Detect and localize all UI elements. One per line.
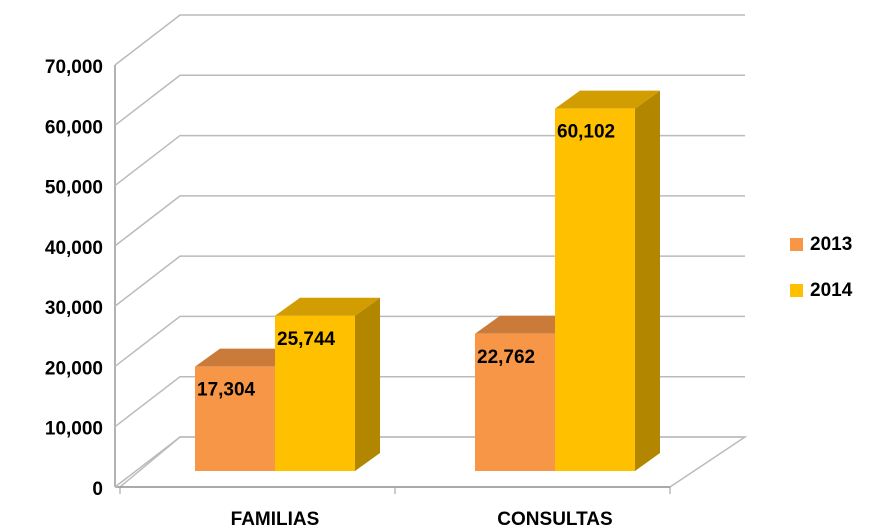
legend-label: 2014 bbox=[810, 280, 853, 301]
legend-swatch bbox=[790, 284, 803, 297]
grid-line bbox=[114, 74, 745, 126]
y-tick-label: 0 bbox=[92, 479, 103, 500]
bar-top bbox=[475, 315, 580, 334]
y-tick-label: 60,000 bbox=[45, 117, 103, 138]
y-tick-label: 30,000 bbox=[45, 298, 103, 319]
bar-top bbox=[275, 297, 380, 316]
y-tick-label: 50,000 bbox=[45, 178, 103, 199]
bar bbox=[555, 108, 635, 471]
legend-swatch bbox=[790, 238, 803, 251]
bar bbox=[475, 333, 555, 471]
bar-top bbox=[555, 90, 660, 109]
x-tick-label: FAMILIAS bbox=[231, 509, 320, 530]
y-tick-label: 40,000 bbox=[45, 238, 103, 259]
y-tick-label: 20,000 bbox=[45, 358, 103, 379]
bar-top bbox=[195, 348, 300, 367]
y-tick-label: 10,000 bbox=[45, 419, 103, 440]
bar bbox=[275, 315, 355, 471]
data-label: 25,744 bbox=[277, 329, 336, 350]
data-label: 60,102 bbox=[557, 122, 615, 143]
y-tick-label: 70,000 bbox=[45, 57, 103, 78]
grid-line bbox=[114, 14, 745, 66]
bar-side bbox=[635, 90, 660, 471]
legend-label: 2013 bbox=[810, 234, 852, 255]
x-tick-label: CONSULTAS bbox=[497, 509, 612, 530]
bar-side bbox=[355, 297, 380, 471]
data-label: 17,304 bbox=[197, 380, 256, 401]
data-label: 22,762 bbox=[477, 347, 535, 368]
bar bbox=[195, 366, 275, 471]
